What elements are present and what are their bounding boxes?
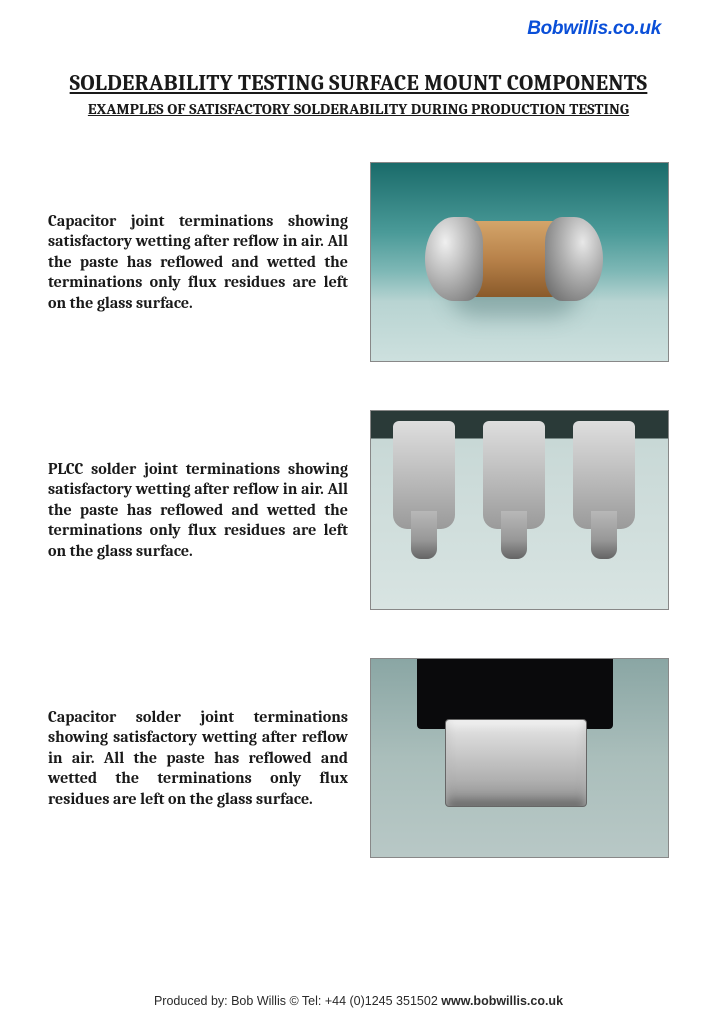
example-row: Capacitor solder joint terminations show…: [48, 658, 669, 858]
example-caption: PLCC solder joint terminations showing s…: [48, 459, 348, 561]
capacitor-solder-joint-photo: [370, 658, 669, 858]
footer-text: Produced by: Bob Willis © Tel: +44 (0)12…: [154, 994, 441, 1008]
plcc-joint-photo: [370, 410, 669, 610]
example-row: Capacitor joint terminations showing sat…: [48, 162, 669, 362]
example-row: PLCC solder joint terminations showing s…: [48, 410, 669, 610]
page-title: SOLDERABILITY TESTING SURFACE MOUNT COMP…: [48, 70, 669, 96]
example-caption: Capacitor solder joint terminations show…: [48, 707, 348, 809]
capacitor-termination-photo: [370, 162, 669, 362]
page-subtitle: EXAMPLES OF SATISFACTORY SOLDERABILITY D…: [48, 100, 669, 118]
brand-logo-text: Bobwillis.co.uk: [48, 18, 669, 40]
footer: Produced by: Bob Willis © Tel: +44 (0)12…: [0, 994, 717, 1008]
example-caption: Capacitor joint terminations showing sat…: [48, 211, 348, 313]
footer-url: www.bobwillis.co.uk: [441, 994, 563, 1008]
